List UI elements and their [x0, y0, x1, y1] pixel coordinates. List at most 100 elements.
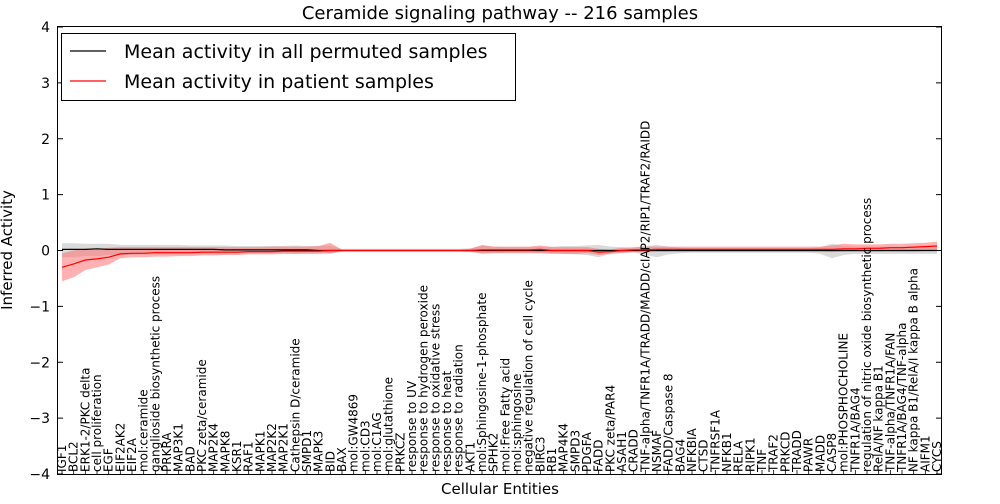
x-tick-label: CASP8 — [825, 433, 839, 472]
x-tick-label: FADD/Caspase 8 — [662, 373, 676, 472]
x-tick-label: mol:PHOSPHOCHOLINE — [837, 333, 851, 472]
x-tick-label: RelA/NF kappa B1 — [872, 365, 886, 472]
x-tick-label: AIFM1 — [918, 435, 932, 472]
y-axis: −4 −3 −2 −1 0 1 2 3 4 — [29, 20, 941, 483]
x-tick-label: RIPK1 — [743, 437, 757, 472]
y-tick-label: −3 — [29, 411, 50, 427]
x-tick-label: mol:GW4869 — [347, 394, 361, 472]
x-tick-label: CRADD — [627, 429, 641, 472]
x-tick-label: MAP4K4 — [557, 423, 571, 472]
x-tick-label: EIF2AK2 — [113, 423, 127, 472]
x-tick-label: CYCS — [930, 441, 944, 472]
x-tick-label: BAX — [335, 447, 349, 472]
x-tick-label: BIRC3 — [533, 436, 547, 472]
y-tick-label: 4 — [41, 20, 50, 36]
x-tick-label: mol:CD3 — [358, 420, 372, 472]
x-tick-label: MAPK1 — [253, 431, 267, 472]
y-tick-label: −1 — [29, 299, 50, 315]
x-tick-label: BID — [323, 451, 337, 472]
x-tick-label: mol:ceramide — [137, 389, 151, 472]
x-tick-label: EGF — [102, 448, 116, 472]
x-tick-label: TRAF2 — [767, 434, 781, 473]
x-tick-label: NF kappa B1/RelA/I kappa B alpha — [907, 268, 921, 472]
x-tick-label: mol:sphingosine — [510, 374, 524, 472]
y-tick-label: 1 — [41, 188, 50, 204]
patient-band — [62, 241, 937, 282]
x-tick-label: response to radiation — [452, 344, 466, 472]
x-tick-label: MADD — [813, 435, 827, 472]
x-tick-label: BCL2 — [67, 441, 81, 472]
x-tick-label: PAWR — [802, 438, 816, 472]
x-tick-label: PKC zeta/PAR4 — [603, 385, 617, 472]
x-tick-label: mol:Free Fatty acid — [498, 358, 512, 472]
x-tick-label: PRKCD — [778, 432, 792, 472]
x-tick-label: ganglioside biosynthetic process — [148, 276, 162, 472]
x-tick-label: FADD — [592, 440, 606, 473]
x-tick-label: TNFR1A/BAG4/TNF-alpha — [895, 323, 909, 473]
x-tick-label: TRADD — [790, 430, 804, 473]
x-tick-label: TNFR1A/BAG4 — [848, 387, 862, 473]
x-tick-label: ASAH1 — [615, 431, 629, 472]
x-tick-label: PRKCZ — [393, 433, 407, 472]
x-tick-label: PRKRA — [160, 432, 174, 472]
y-tick-label: 3 — [41, 76, 50, 92]
x-tick-label: BAD — [183, 446, 197, 472]
bands-group — [62, 241, 937, 282]
plot-frame — [57, 26, 942, 475]
x-tick-label: CTSD — [697, 439, 711, 472]
x-tick-label: Cathepsin D/ceramide — [288, 338, 302, 472]
y-tick-label: −2 — [29, 355, 50, 371]
x-tick-label: TNFRSF1A — [708, 409, 722, 473]
x-tick-label: KSR1 — [230, 441, 244, 472]
x-tick-label: PDGFA — [580, 431, 594, 472]
x-tick-label: SMPD3 — [568, 430, 582, 472]
x-tick-label: cell proliferation — [90, 374, 104, 472]
x-tick-label: MAP2K2 — [265, 423, 279, 472]
x-tick-label: mol:glutathione — [382, 377, 396, 472]
legend: Mean activity in all permuted samples Me… — [61, 33, 516, 101]
x-tick-label: NSMAF — [650, 430, 664, 472]
chart-title: Ceramide signaling pathway -- 216 sample… — [302, 3, 698, 24]
y-axis-label: Inferred Activity — [0, 190, 16, 310]
x-tick-label: AKT1 — [463, 442, 477, 472]
x-tick-label: EIF2A — [125, 437, 139, 472]
x-tick-label: RAF1 — [242, 441, 256, 472]
x-tick-label: SMPD1 — [300, 430, 314, 472]
x-tick-label: MAP2K4 — [207, 423, 221, 472]
x-tick-label: MAP3K1 — [172, 423, 186, 472]
x-tick-label: mol:Sphingosine-1-phosphate — [475, 293, 489, 473]
legend-permuted-label: Mean activity in all permuted samples — [124, 41, 487, 63]
legend-box — [61, 33, 516, 101]
x-tick-label: MAPK8 — [218, 431, 232, 472]
x-tick-label: ERK1-2/PKC delta — [78, 367, 92, 471]
patient-mean-line — [61, 245, 938, 268]
x-tick-label: negative regulation of cell cycle — [522, 280, 536, 472]
legend-patient-label: Mean activity in patient samples — [124, 71, 434, 93]
x-tick-label: TNF — [755, 449, 769, 473]
x-tick-label: PKC zeta/ceramide — [195, 359, 209, 472]
x-tick-label: BAG4 — [673, 439, 687, 472]
x-tick-label: TNF-alpha/TNFR1A/FAN — [883, 333, 897, 473]
x-tick-label: RELA — [732, 440, 746, 472]
x-tick-label: response to oxidative stress — [428, 304, 442, 472]
x-tick-label: response to hydrogen peroxide — [417, 285, 431, 472]
x-tick-label: mol:C1AG — [370, 412, 384, 472]
x-tick-label: MAP2K1 — [277, 423, 291, 472]
lines-group — [61, 245, 938, 268]
x-tick-label: NFKB1 — [720, 432, 734, 472]
x-tick-label: NFKBIA — [685, 427, 699, 472]
x-tick-label: response to heat — [440, 370, 454, 472]
x-tick-label: TNF-alpha/TNFR1A/TRADD/MADD/cIAP2/RIP1/T… — [638, 121, 652, 473]
x-tick-label: response to UV — [405, 380, 419, 472]
x-tick-label: SPHK2 — [487, 433, 501, 472]
x-tick-label: MAPK3 — [312, 431, 326, 472]
y-tick-label: −4 — [29, 467, 50, 483]
x-tick-label: IGF1 — [55, 445, 69, 472]
x-axis-label: Cellular Entities — [441, 480, 559, 498]
y-tick-label: 0 — [41, 244, 50, 260]
y-tick-label: 2 — [41, 132, 50, 148]
x-tick-label: RB1 — [545, 448, 559, 472]
x-tick-label: regulation of nitric oxide biosynthetic … — [860, 198, 874, 472]
